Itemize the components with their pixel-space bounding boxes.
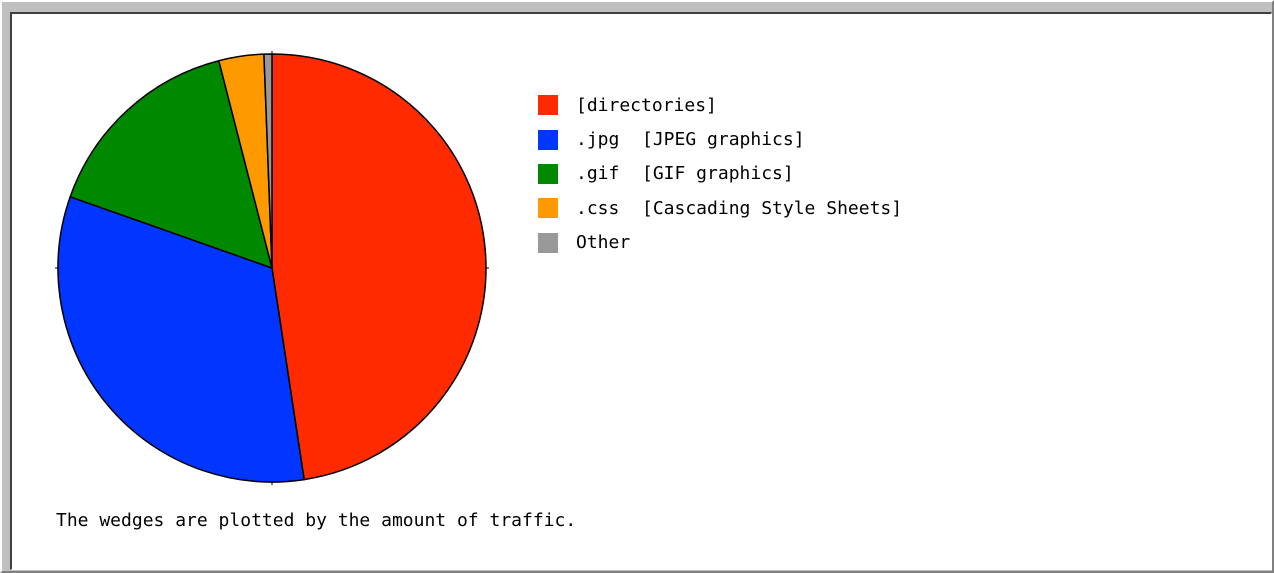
pie-slice-2 [69, 59, 273, 269]
legend-item-4: Other [538, 226, 902, 260]
legend-label-3: [Cascading Style Sheets] [642, 197, 903, 219]
legend-swatch-1 [538, 129, 558, 150]
legend-ext-1: .jpg [576, 129, 620, 151]
legend-ext-2: .gif [576, 163, 620, 185]
pie-slice-1 [57, 196, 305, 483]
legend-item-3: .css [Cascading Style Sheets] [538, 191, 902, 225]
legend-swatch-3 [538, 198, 558, 219]
legend-label-1: [JPEG graphics] [642, 129, 805, 151]
legend-label-4: Other [576, 232, 631, 254]
legend-label-2: [GIF graphics] [642, 163, 794, 185]
legend-ext-3: .css [576, 197, 620, 219]
legend-label-0: [directories] [576, 94, 717, 116]
legend-item-1: .jpg [JPEG graphics] [538, 122, 902, 156]
chart-legend: [directories] .jpg [JPEG graphics] .gif [GIF… [538, 88, 902, 260]
legend-item-2: .gif [GIF graphics] [538, 157, 902, 191]
legend-swatch-0 [538, 95, 558, 116]
pie-slice-0 [271, 53, 487, 481]
legend-item-0: [directories] [538, 88, 902, 122]
legend-swatch-4 [538, 232, 558, 253]
legend-swatch-2 [538, 163, 558, 184]
chart-caption: The wedges are plotted by the amount of … [56, 510, 577, 531]
